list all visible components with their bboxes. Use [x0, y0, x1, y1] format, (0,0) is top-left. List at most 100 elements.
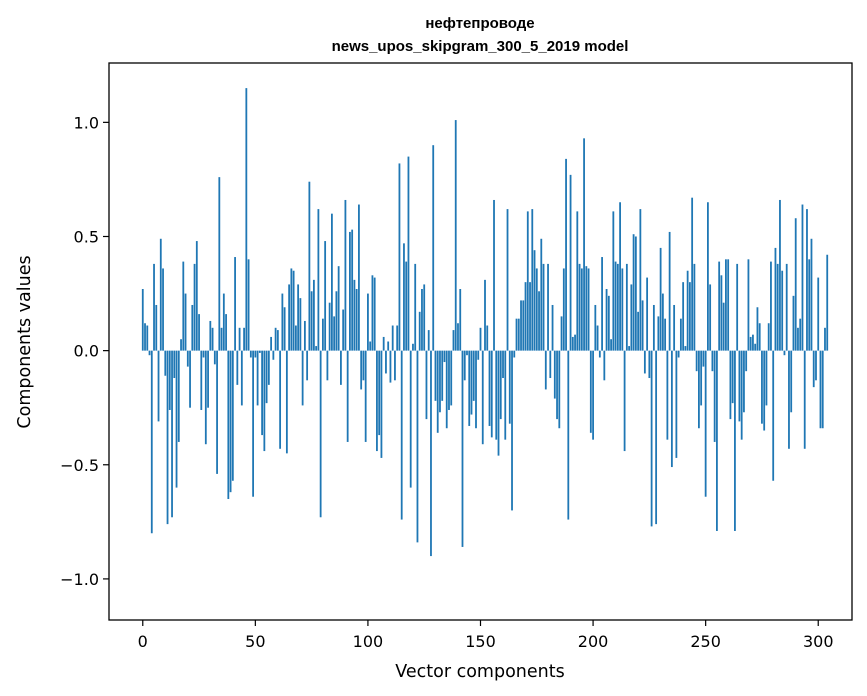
bar-164: [511, 350, 513, 511]
bar-204: [601, 257, 603, 351]
bar-82: [326, 350, 329, 381]
bar-295: [806, 209, 808, 351]
bar-143: [463, 350, 466, 381]
bar-127: [427, 330, 430, 351]
bar-226: [650, 350, 653, 527]
bar-296: [808, 259, 811, 351]
bar-62: [281, 293, 284, 351]
bar-265: [738, 350, 741, 422]
bar-213: [621, 268, 624, 351]
bar-76: [312, 279, 315, 351]
bar-15: [175, 350, 178, 488]
bar-254: [713, 350, 716, 442]
bar-274: [758, 323, 761, 351]
bar-301: [819, 350, 822, 429]
bar-116: [403, 243, 405, 351]
bar-56: [267, 350, 270, 385]
bar-64: [285, 350, 288, 454]
bar-32: [213, 350, 216, 365]
bar-182: [551, 304, 554, 351]
bar-25: [198, 314, 200, 351]
bar-167: [517, 318, 520, 351]
bar-227: [652, 304, 655, 351]
bar-261: [729, 350, 732, 420]
bar-292: [799, 318, 802, 351]
bar-92: [349, 231, 351, 351]
x-tick-label: 300: [803, 632, 834, 651]
x-tick-label: 100: [353, 632, 384, 651]
bar-259: [725, 259, 727, 351]
bar-172: [529, 282, 531, 351]
bar-135: [445, 350, 448, 429]
bar-248: [700, 350, 703, 406]
bars-group: [141, 88, 829, 557]
bar-216: [628, 346, 630, 351]
bar-233: [666, 350, 669, 440]
x-tick-label: 0: [138, 632, 148, 651]
bar-178: [542, 263, 545, 351]
bar-266: [740, 350, 743, 440]
bar-140: [457, 323, 459, 351]
bar-8: [159, 238, 162, 351]
bar-52: [258, 350, 261, 353]
bar-43: [238, 327, 241, 351]
bar-130: [434, 350, 437, 401]
bar-34: [218, 177, 221, 351]
bar-16: [177, 350, 180, 442]
bar-276: [763, 350, 766, 431]
bar-211: [616, 263, 619, 351]
bar-57: [270, 336, 273, 351]
x-axis-label: Vector components: [395, 662, 564, 682]
bar-108: [385, 350, 387, 374]
bar-198: [587, 268, 590, 351]
bar-23: [193, 263, 196, 351]
bar-48: [249, 350, 252, 358]
bar-126: [425, 350, 428, 420]
bar-11: [166, 350, 169, 525]
bar-113: [396, 325, 399, 351]
bar-93: [351, 229, 354, 351]
bar-221: [639, 209, 642, 351]
bar-124: [421, 289, 423, 351]
bar-104: [376, 350, 378, 452]
bar-75: [310, 291, 313, 351]
bar-168: [520, 300, 522, 351]
bar-105: [378, 350, 381, 436]
bar-157: [495, 350, 498, 440]
bar-13: [171, 350, 173, 518]
bar-262: [731, 350, 734, 404]
x-tick-label: 200: [578, 632, 609, 651]
bar-107: [382, 336, 385, 351]
bar-154: [488, 350, 491, 426]
bar-117: [405, 261, 408, 351]
bar-80: [321, 318, 324, 351]
bar-194: [578, 263, 581, 351]
bar-155: [490, 350, 493, 438]
bar-53: [261, 350, 263, 436]
bar-202: [596, 325, 599, 351]
bar-173: [531, 209, 534, 351]
bar-121: [414, 263, 417, 351]
bar-232: [664, 318, 667, 351]
bar-110: [389, 350, 392, 383]
bar-133: [441, 350, 444, 401]
bar-145: [468, 350, 471, 426]
bar-12: [168, 350, 171, 410]
bar-220: [637, 311, 640, 351]
bar-163: [508, 350, 511, 424]
bar-38: [227, 350, 230, 500]
bar-185: [558, 350, 561, 429]
bar-26: [200, 350, 203, 410]
bar-230: [659, 247, 662, 351]
bar-272: [754, 343, 757, 351]
bar-128: [430, 350, 432, 557]
bar-66: [290, 268, 293, 351]
bar-234: [668, 231, 671, 351]
bar-68: [294, 325, 297, 351]
bar-288: [790, 350, 793, 413]
bar-79: [319, 350, 322, 518]
bar-187: [562, 268, 565, 351]
bar-27: [202, 350, 205, 358]
bar-100: [367, 293, 369, 351]
bar-192: [574, 334, 576, 351]
